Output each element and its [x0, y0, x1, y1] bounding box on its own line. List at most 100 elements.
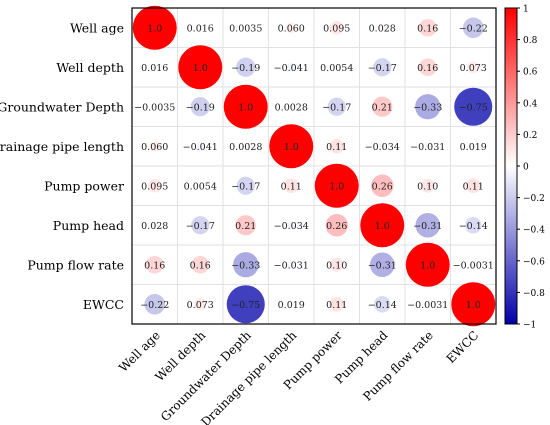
cell-circle-r6-c2: [233, 252, 259, 278]
cell-value-label: 0.016: [141, 63, 168, 74]
cell-circle-r6-c0: [145, 255, 164, 274]
cell-value-label: 1.0: [193, 63, 208, 74]
cell-circle-r4-c1: [198, 184, 202, 188]
cell-circle-r2-c6: [415, 94, 441, 120]
cell-value-label: −0.034: [274, 221, 309, 232]
cell-circle-r7-c7: [451, 282, 496, 327]
cell-circle-r6-c5: [370, 252, 395, 277]
cell-value-label: −0.75: [231, 300, 260, 311]
cell-value-label: −0.17: [322, 102, 351, 113]
cell-value-label: 1.0: [329, 181, 344, 192]
x-label-well-age: Well age: [116, 328, 163, 375]
cell-value-label: 0.016: [187, 23, 214, 34]
cell-circle-r0-c6: [418, 18, 437, 37]
y-label-ewcc: EWCC: [83, 297, 124, 312]
cell-value-label: 0.060: [141, 142, 168, 153]
cell-circle-r5-c3: [287, 221, 296, 230]
cell-circle-r1-c4: [335, 65, 339, 69]
colorbar-tick-label: −0.6: [523, 257, 545, 267]
cell-circle-r3-c4: [329, 138, 345, 154]
cell-value-label: 0.0028: [229, 142, 262, 153]
colorbar-gradient: [504, 7, 518, 325]
x-label-groundwater-depth: Groundwater Depth: [158, 328, 254, 424]
cell-value-label: 1.0: [284, 142, 299, 153]
colorbar-tick-label: 0.4: [523, 99, 538, 109]
cell-value-label: 0.11: [326, 142, 347, 153]
cell-circle-r7-c4: [329, 296, 345, 312]
cell-value-label: 0.10: [417, 181, 438, 192]
y-label-groundwater-depth: Groundwater Depth: [0, 99, 124, 114]
cell-circle-r7-c6: [426, 303, 429, 306]
cell-value-label: 0.028: [369, 23, 396, 34]
cell-circle-r7-c3: [288, 301, 295, 308]
cell-circle-r7-c2: [226, 285, 265, 324]
cell-circle-r7-c1: [194, 298, 207, 311]
cell-value-label: 1.0: [420, 260, 435, 271]
cell-value-label: −0.31: [413, 221, 442, 232]
cell-value-label: 0.16: [417, 23, 438, 34]
cell-circles: [132, 5, 496, 327]
cell-circle-r1-c0: [151, 64, 158, 71]
plot-frame: [131, 7, 497, 325]
colorbar-tick-label: −0.4: [523, 226, 545, 236]
cell-value-label: −0.33: [231, 260, 260, 271]
colorbar-tick-label: 0.8: [523, 36, 538, 46]
colorbar-tick-label: −0.8: [523, 289, 545, 299]
cell-circle-r2-c3: [290, 105, 293, 108]
y-axis-labels: Well age Well depth Groundwater Depth Drain…: [0, 20, 124, 312]
y-label-drainage-pipe-length: Drainage pipe length: [0, 139, 124, 154]
cell-circle-r0-c2: [244, 26, 248, 30]
cell-circle-r6-c3: [287, 260, 296, 269]
cell-circle-r6-c7: [472, 263, 475, 266]
cell-value-label: 1.0: [375, 221, 390, 232]
cell-value-label: 0.11: [326, 300, 347, 311]
cell-circle-r5-c5: [360, 203, 405, 248]
colorbar-tick-label: −0.2: [523, 194, 545, 204]
cell-circle-r3-c1: [195, 141, 205, 151]
cell-circle-r7-c0: [144, 293, 166, 315]
cell-value-label: 0.019: [278, 300, 305, 311]
cell-circle-r2-c7: [454, 87, 493, 126]
cell-value-label: 0.0028: [275, 102, 308, 113]
cell-circle-r0-c0: [132, 5, 177, 50]
cell-circle-r0-c1: [197, 24, 204, 31]
cell-value-label: −0.034: [365, 142, 400, 153]
cell-value-label: −0.031: [274, 260, 309, 271]
colorbar-tick-label: 0.6: [523, 68, 538, 78]
cell-circle-r3-c3: [269, 124, 314, 169]
cell-circle-r1-c5: [373, 58, 392, 77]
cell-circle-r6-c1: [191, 255, 210, 274]
cell-value-label: 0.11: [463, 181, 484, 192]
cell-value-label: 0.11: [281, 181, 302, 192]
cell-value-label: 0.073: [187, 300, 214, 311]
cell-value-label: 0.16: [190, 260, 211, 271]
cell-value-label: −0.0035: [134, 102, 175, 113]
cell-value-label: −0.31: [368, 260, 397, 271]
colorbar: 1 0.8 0.6 0.4 0.2 0 −0.2 −0.4 −0.6 −0.8 −1: [504, 5, 545, 331]
cell-circle-r4-c7: [465, 178, 481, 194]
cell-circle-r4-c3: [283, 178, 299, 194]
y-label-well-age: Well age: [70, 20, 124, 35]
cell-value-label: 0.26: [372, 181, 393, 192]
cell-circle-r4-c5: [371, 174, 394, 197]
cell-circle-r0-c3: [285, 22, 297, 34]
cell-circle-r5-c1: [191, 216, 210, 235]
y-label-pump-flow-rate: Pump flow rate: [27, 257, 124, 272]
cell-value-labels: 1.0 0.016 0.0035 0.060 0.095 0.028 0.16 −0.22 0.…: [134, 23, 494, 311]
cell-circle-r2-c2: [223, 84, 268, 129]
cell-circle-r6-c6: [405, 242, 450, 287]
cell-circle-r5-c2: [235, 215, 256, 236]
cell-circle-r4-c0: [147, 178, 162, 193]
cell-circle-r2-c5: [372, 96, 393, 117]
cell-value-label: 0.073: [460, 63, 487, 74]
colorbar-tick-label: 1: [523, 5, 529, 15]
cell-circle-r0-c4: [329, 20, 344, 35]
cell-circle-r1-c7: [467, 61, 480, 74]
cell-value-label: 0.26: [326, 221, 347, 232]
cell-circle-r4-c6: [420, 178, 435, 193]
cell-circle-r1-c1: [178, 45, 223, 90]
cell-value-label: 0.0035: [229, 23, 262, 34]
cell-circle-r0-c5: [378, 24, 386, 32]
